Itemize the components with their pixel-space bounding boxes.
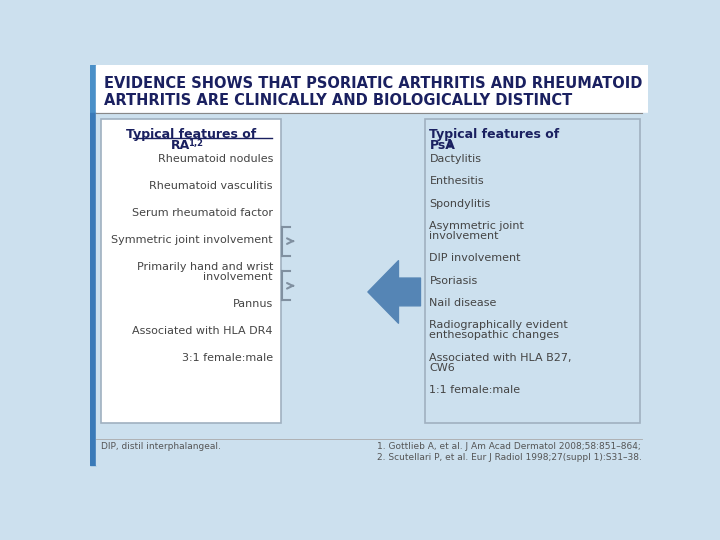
Text: 1. Gottlieb A, et al. J Am Acad Dermatol 2008;58:851–864;
2. Scutellari P, et al: 1. Gottlieb A, et al. J Am Acad Dermatol… (377, 442, 642, 462)
Text: DIP involvement: DIP involvement (429, 253, 521, 264)
Text: Associated with HLA B27,: Associated with HLA B27, (429, 353, 572, 363)
Text: Serum rheumatoid factor: Serum rheumatoid factor (132, 208, 273, 218)
Text: Pannus: Pannus (233, 299, 273, 309)
Text: Psoriasis: Psoriasis (429, 276, 477, 286)
Text: Typical features of: Typical features of (429, 128, 559, 141)
Text: RA: RA (171, 139, 190, 152)
Text: Typical features of: Typical features of (125, 128, 256, 141)
Text: 1: 1 (446, 139, 452, 148)
Text: 3:1 female:male: 3:1 female:male (181, 353, 273, 363)
Text: Rheumatoid nodules: Rheumatoid nodules (158, 154, 273, 164)
Text: Spondylitis: Spondylitis (429, 199, 491, 209)
Text: EVIDENCE SHOWS THAT PSORIATIC ARTHRITIS AND RHEUMATOID: EVIDENCE SHOWS THAT PSORIATIC ARTHRITIS … (104, 76, 642, 91)
Text: involvement: involvement (429, 231, 499, 241)
Text: Dactylitis: Dactylitis (429, 154, 482, 164)
Text: CW6: CW6 (429, 363, 455, 373)
Text: Nail disease: Nail disease (429, 298, 497, 308)
Bar (90, 65, 96, 112)
Text: DIP, distil interphalangeal.: DIP, distil interphalangeal. (101, 442, 221, 451)
Bar (96, 65, 648, 112)
Text: PsA: PsA (429, 139, 455, 152)
Text: Asymmetric joint: Asymmetric joint (429, 221, 524, 231)
Bar (90, 112, 96, 465)
FancyArrowPatch shape (368, 261, 420, 323)
Text: Symmetric joint involvement: Symmetric joint involvement (112, 235, 273, 245)
Text: Primarily hand and wrist: Primarily hand and wrist (137, 262, 273, 272)
Text: enthesopathic changes: enthesopathic changes (429, 330, 559, 340)
Text: 1,2: 1,2 (189, 139, 204, 148)
Text: involvement: involvement (203, 272, 273, 282)
Text: ARTHRITIS ARE CLINICALLY AND BIOLOGICALLY DISTINCT: ARTHRITIS ARE CLINICALLY AND BIOLOGICALL… (104, 92, 572, 107)
Text: Radiographically evident: Radiographically evident (429, 320, 568, 330)
Text: Enthesitis: Enthesitis (429, 177, 484, 186)
Text: 1:1 female:male: 1:1 female:male (429, 385, 521, 395)
Bar (96, 113, 648, 465)
Text: Associated with HLA DR4: Associated with HLA DR4 (132, 326, 273, 336)
Text: Rheumatoid vasculitis: Rheumatoid vasculitis (150, 181, 273, 191)
FancyBboxPatch shape (425, 119, 640, 423)
FancyBboxPatch shape (101, 119, 281, 423)
